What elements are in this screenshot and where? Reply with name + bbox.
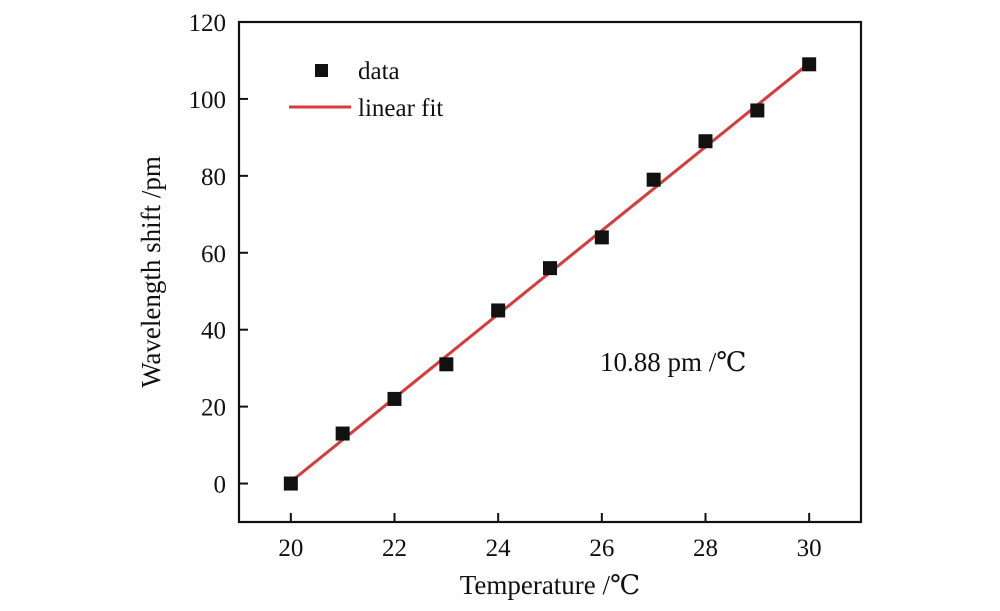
slope-annotation: 10.88 pm /℃: [600, 347, 746, 377]
data-point: [283, 476, 298, 491]
x-tick-label: 20: [278, 535, 303, 562]
y-tick-label: 80: [201, 164, 226, 191]
y-axis-label: Wavelength shift /pm: [136, 156, 166, 388]
x-axis-label: Temperature /℃: [460, 570, 640, 600]
data-point: [698, 134, 713, 149]
legend-marker-data: [315, 64, 328, 77]
legend: data linear fit: [289, 58, 443, 122]
x-tick-label: 28: [693, 535, 718, 562]
plot-frame: [237, 20, 863, 524]
y-tick-label: 40: [201, 318, 226, 345]
x-tick-label: 24: [486, 535, 512, 562]
y-axis: 0 20 40 60 80 100 120: [189, 10, 248, 499]
data-point: [594, 230, 609, 245]
plot-area-border: [237, 20, 863, 524]
x-tick-label: 22: [382, 535, 407, 562]
x-axis: 20 22 24 26 28 30: [278, 513, 822, 562]
data-point: [750, 103, 765, 118]
data-point: [802, 57, 817, 72]
legend-label-data: data: [358, 58, 400, 85]
x-tick-label: 30: [797, 535, 822, 562]
data-point: [491, 303, 506, 318]
y-tick-label: 20: [201, 395, 226, 422]
data-point: [335, 426, 350, 441]
x-tick-label: 26: [589, 535, 614, 562]
y-tick-label: 60: [201, 241, 226, 268]
series-layer: [283, 57, 817, 491]
data-point: [543, 261, 557, 276]
data-point: [387, 391, 402, 406]
data-point: [439, 357, 454, 372]
data-point: [646, 172, 661, 187]
legend-label-fit: linear fit: [358, 95, 443, 122]
y-tick-label: 120: [189, 10, 227, 37]
y-tick-label: 0: [214, 472, 227, 499]
y-tick-label: 100: [189, 87, 227, 114]
